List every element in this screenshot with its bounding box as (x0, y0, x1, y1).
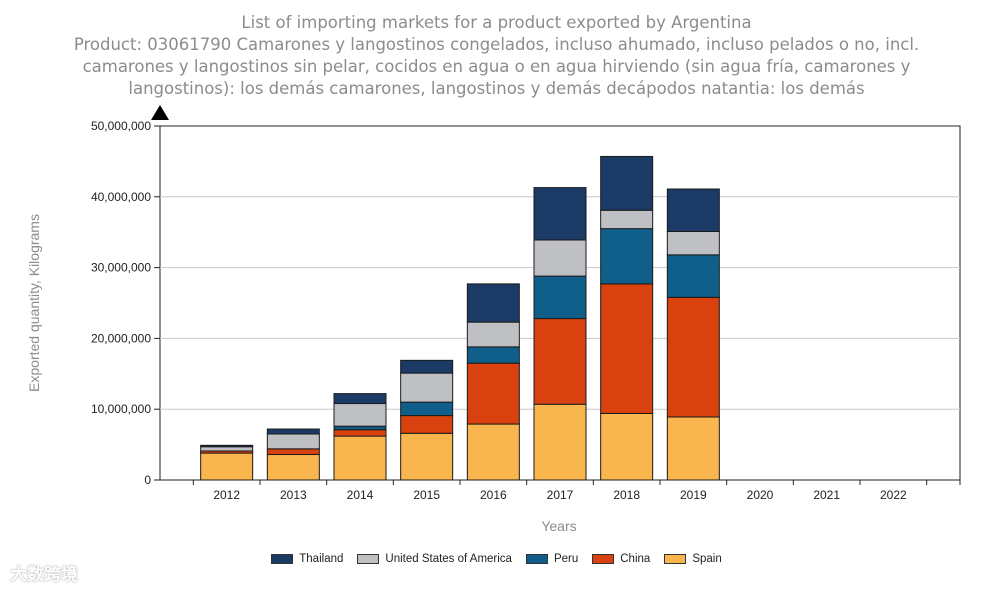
bar-united-states-of-america-2014 (333, 403, 387, 427)
legend-label-spain: Spain (692, 553, 722, 565)
x-tick-label: 2017 (547, 488, 574, 502)
bar-united-states-of-america-2013 (266, 433, 320, 450)
bar-china-2013 (266, 448, 320, 456)
bar-thailand-2019 (666, 188, 720, 232)
bar-peru-2016 (466, 346, 520, 364)
bar-united-states-of-america-2018 (600, 209, 654, 230)
y-tick-label: 50,000,000 (91, 119, 151, 133)
bar-thailand-2017 (533, 187, 587, 241)
bar-united-states-of-america-2017 (533, 239, 587, 277)
y-tick-label: 10,000,000 (91, 402, 151, 416)
legend-label-china: China (620, 553, 651, 565)
x-tick-label: 2020 (747, 488, 774, 502)
axes: 0 10,000,000 20,000,000 30,000,000 40,000,00… (91, 105, 961, 502)
legend-swatch-peru (525, 554, 548, 564)
x-axis-title: Years (541, 518, 576, 534)
bar-spain-2017 (533, 403, 587, 481)
bar-thailand-2014 (333, 393, 387, 405)
legend-label-united-states-of-america: United States of America (385, 553, 512, 565)
y-axis-arrow (151, 105, 169, 120)
x-tick-label: 2022 (880, 488, 907, 502)
x-tick-label: 2013 (280, 488, 307, 502)
bar-thailand-2012 (200, 444, 254, 448)
bar-thailand-2016 (466, 283, 520, 323)
bar-china-2014 (333, 429, 387, 437)
legend-swatch-thailand (271, 554, 294, 564)
bar-spain-2013 (266, 454, 320, 481)
title-line-4: langostinos): los demás camarones, lango… (128, 79, 865, 98)
bar-china-2018 (600, 283, 654, 414)
legend-item-thailand[interactable]: Thailand (271, 553, 343, 565)
x-tick-label: 2021 (813, 488, 840, 502)
watermark-logo: 大数跨境 (10, 565, 78, 585)
bar-peru-2019 (666, 254, 720, 298)
x-tick-label: 2016 (480, 488, 507, 502)
bar-peru-2018 (600, 228, 654, 285)
x-tick-label: 2015 (413, 488, 440, 502)
title-line-1: List of importing markets for a product … (241, 13, 752, 32)
legend-swatch-spain (664, 554, 687, 564)
bar-china-2019 (666, 296, 720, 418)
legend-item-united-states-of-america[interactable]: United States of America (357, 553, 512, 565)
legend-swatch-china (592, 554, 615, 564)
bar-peru-2017 (533, 275, 587, 320)
bar-united-states-of-america-2012 (200, 446, 254, 452)
bar-china-2017 (533, 318, 587, 405)
x-tick-label: 2014 (347, 488, 374, 502)
y-tick-label: 0 (144, 473, 151, 487)
y-tick-label: 30,000,000 (91, 261, 151, 275)
bar-united-states-of-america-2015 (400, 372, 454, 403)
bar-spain-2018 (600, 412, 654, 481)
x-tick-label: 2019 (680, 488, 707, 502)
chart-title: List of importing markets for a product … (0, 12, 993, 100)
legend-label-thailand: Thailand (299, 553, 344, 565)
legend-label-peru: Peru (553, 553, 579, 565)
y-tick-label: 40,000,000 (91, 190, 151, 204)
bar-thailand-2013 (266, 428, 320, 435)
bar-peru-2015 (400, 401, 454, 417)
y-tick-label: 20,000,000 (91, 331, 151, 345)
bar-thailand-2018 (600, 155, 654, 211)
bar-china-2015 (400, 415, 454, 434)
x-tick-label: 2012 (213, 488, 240, 502)
legend-item-spain[interactable]: Spain (664, 553, 722, 565)
bar-spain-2019 (666, 416, 720, 481)
bars (200, 155, 720, 481)
legend: Thailand United States of America Peru Chin… (0, 553, 993, 567)
title-line-3: camarones y langostinos sin pelar, cocid… (82, 57, 911, 76)
bar-spain-2012 (200, 452, 254, 481)
bar-peru-2014 (333, 425, 387, 431)
bar-spain-2016 (466, 423, 520, 481)
legend-item-peru[interactable]: Peru (525, 553, 579, 565)
title-line-2: Product: 03061790 Camarones y langostino… (73, 35, 920, 54)
bar-thailand-2015 (400, 359, 454, 374)
bar-united-states-of-america-2016 (466, 321, 520, 348)
legend-swatch-united-states-of-america (357, 554, 380, 564)
legend-item-china[interactable]: China (592, 553, 650, 565)
bar-spain-2015 (400, 432, 454, 481)
bar-china-2016 (466, 362, 520, 425)
bar-spain-2014 (333, 435, 387, 481)
bar-united-states-of-america-2019 (666, 230, 720, 256)
x-tick-label: 2018 (613, 488, 640, 502)
y-axis-title: Exported quantity, Kilograms (26, 214, 42, 392)
